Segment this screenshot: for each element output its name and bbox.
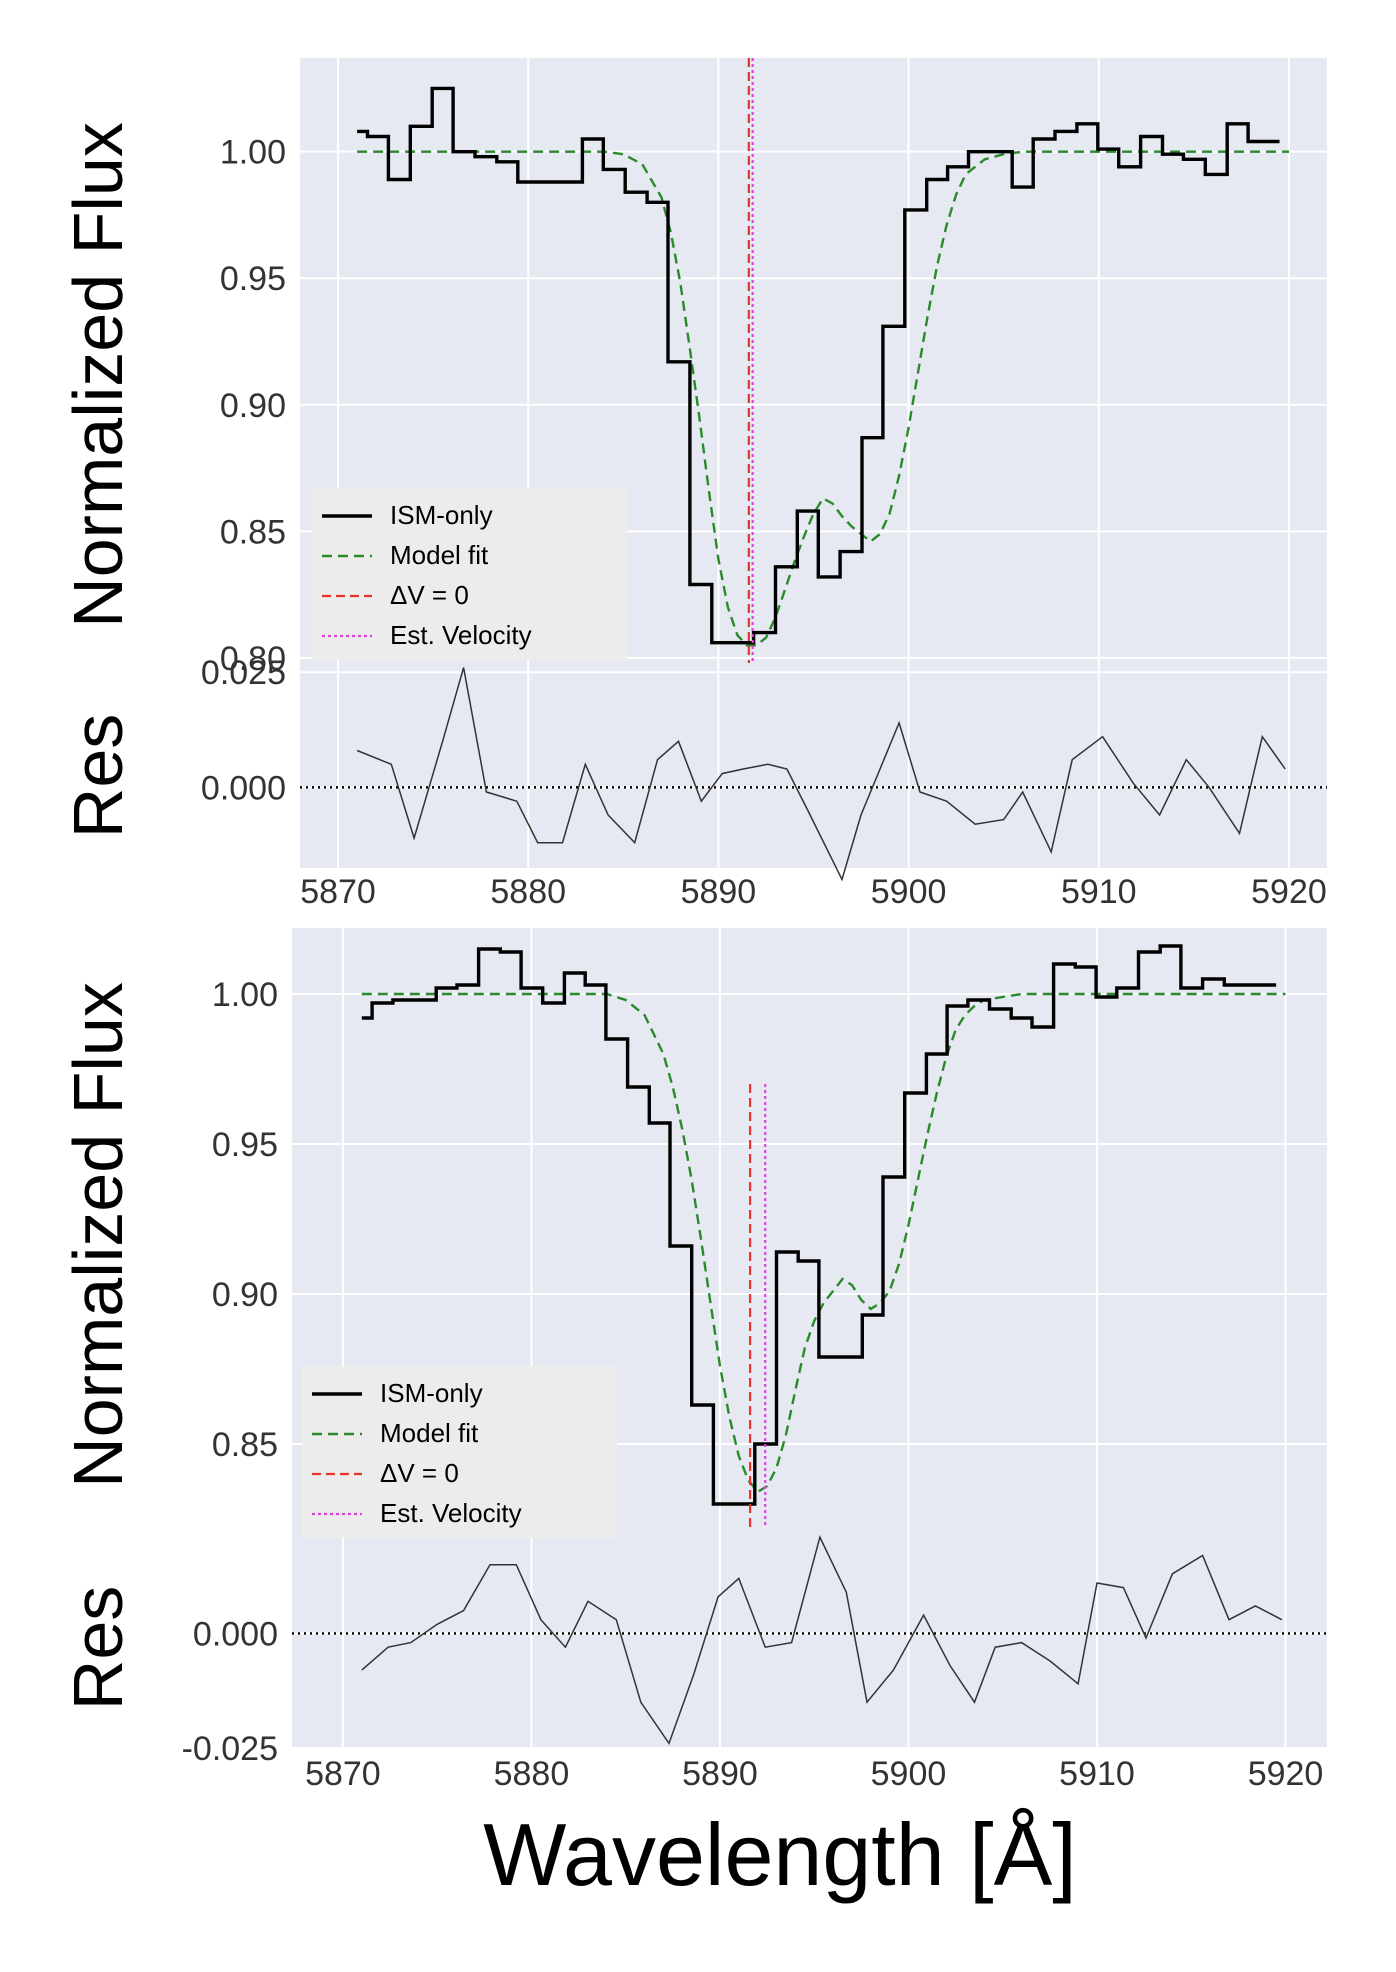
legend-label: Model fit [380,1418,479,1448]
top-ylabel: Normalized Flux [59,122,137,628]
residual-line [356,667,1286,882]
bottom-residual-plot: 5870 5880 5890 5900 5910 5920 0.000 -0.025 [182,1528,1327,1793]
legend-label: ΔV = 0 [390,580,469,610]
panel-bottom: 0.85 0.90 0.95 1.00 5870 5880 5890 5900 5910 592… [182,928,1327,1793]
ism-only-line [357,86,1280,645]
x-tick-label: 5920 [1251,873,1327,911]
top-residual-plot: 5870 5880 5890 5900 5910 5920 0.000 0.025 [201,654,1327,911]
x-tick-label: 5910 [1059,1755,1135,1793]
x-tick-label: 5920 [1248,1755,1324,1793]
res-y-tick-label: -0.025 [182,1730,278,1768]
top-legend: ISM-only Model fit ΔV = 0 Est. Velocity [312,488,627,660]
y-tick-label: 0.95 [220,260,286,298]
y-tick-label: 0.85 [220,513,286,551]
y-tick-label: 1.00 [220,134,286,172]
x-tick-label: 5880 [494,1755,570,1793]
x-tick-label: 5870 [305,1755,381,1793]
legend-label: ΔV = 0 [380,1458,459,1488]
x-tick-label: 5900 [871,1755,947,1793]
y-tick-label: 0.90 [220,387,286,425]
residual-area [292,1528,1327,1748]
y-tick-label: 0.85 [212,1426,278,1464]
residual-area [300,663,1327,868]
model-fit-line [357,150,1289,647]
y-tick-label: 1.00 [212,976,278,1014]
bottom-legend: ISM-only Model fit ΔV = 0 Est. Velocity [302,1366,617,1538]
res-y-tick-label: 0.025 [201,654,286,692]
panel-top: 0.80 0.85 0.90 0.95 1.00 5870 5880 5890 5900 591… [201,58,1327,911]
x-tick-label: 5900 [871,873,947,911]
legend-label: Est. Velocity [390,620,532,650]
y-tick-label: 0.90 [212,1276,278,1314]
x-axis-label: Wavelength [Å] [483,1805,1076,1904]
ism-only-line [361,944,1277,1506]
res-y-tick-label: 0.000 [201,769,286,807]
residual-line [361,1535,1283,1746]
legend-label: Model fit [390,540,489,570]
y-tick-label: 0.80 [220,640,286,678]
top-res-ylabel: Res [59,714,137,838]
legend-label: ISM-only [380,1378,483,1408]
x-tick-label: 5890 [681,873,757,911]
legend-label: ISM-only [390,500,493,530]
model-fit-line [361,992,1286,1494]
legend-label: Est. Velocity [380,1498,522,1528]
bottom-ylabel: Normalized Flux [59,982,137,1488]
x-tick-label: 5880 [490,873,566,911]
x-tick-label: 5910 [1061,873,1137,911]
y-tick-label: 0.95 [212,1126,278,1164]
res-y-tick-label: 0.000 [193,1615,278,1653]
x-tick-label: 5870 [300,873,376,911]
bottom-res-ylabel: Res [59,1586,137,1710]
x-tick-label: 5890 [682,1755,758,1793]
